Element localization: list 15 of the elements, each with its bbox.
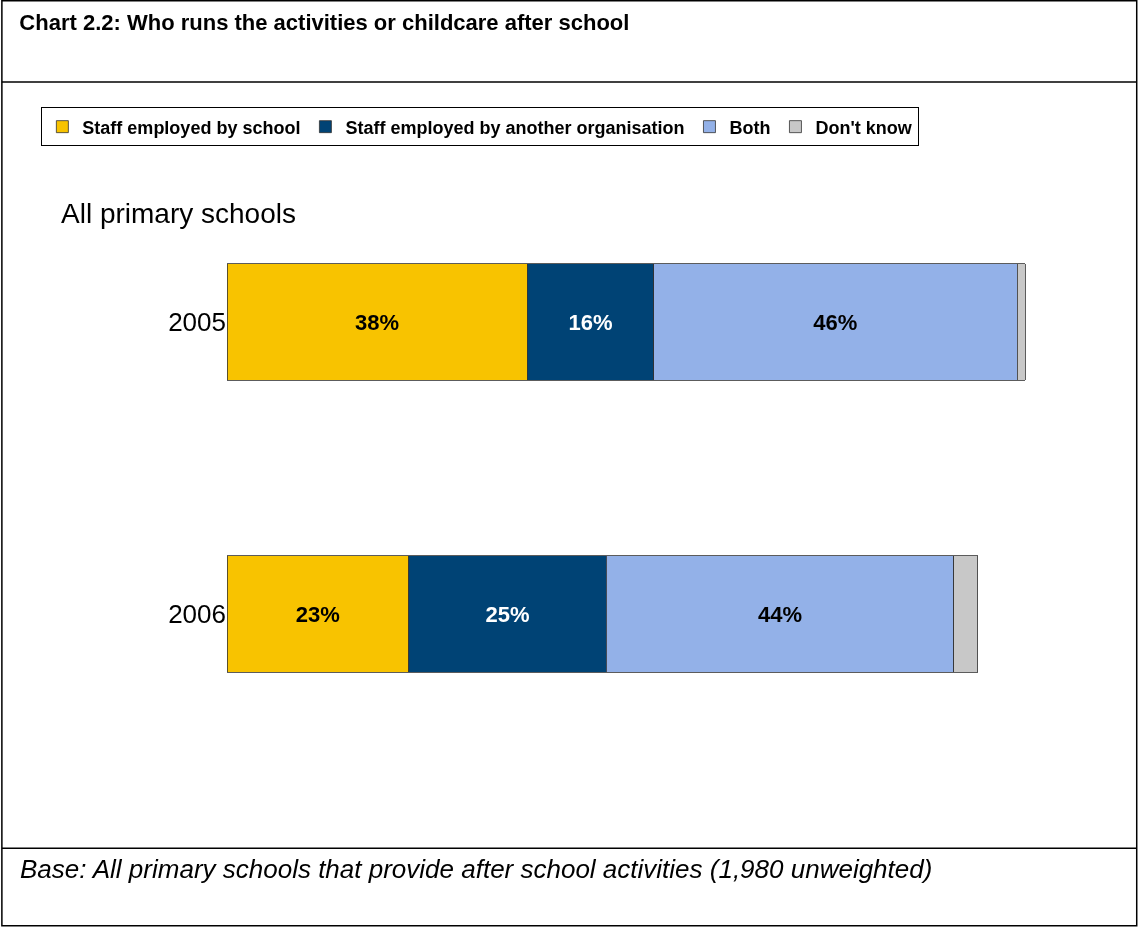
legend-label: Both [729, 117, 771, 138]
legend-label: Staff employed by another organisation [345, 117, 685, 138]
y-tick-label: 2006 [168, 599, 226, 630]
data-label: 44% [758, 601, 803, 627]
chart-title: Chart 2.2: Who runs the activities or childcare after school [19, 9, 630, 35]
data-label: 38% [355, 309, 400, 335]
data-label: 25% [485, 601, 530, 627]
y-tick-label: 2005 [168, 307, 226, 338]
legend-label: Don't know [815, 117, 913, 138]
data-label: 16% [568, 309, 613, 335]
data-label: 23% [295, 601, 340, 627]
data-label: 46% [813, 309, 858, 335]
legend-label: Staff employed by school [82, 117, 301, 138]
text: Base: All primary schools that provide after school activities (1,980 unweighted) [20, 854, 933, 884]
text: All primary schools [61, 198, 296, 229]
